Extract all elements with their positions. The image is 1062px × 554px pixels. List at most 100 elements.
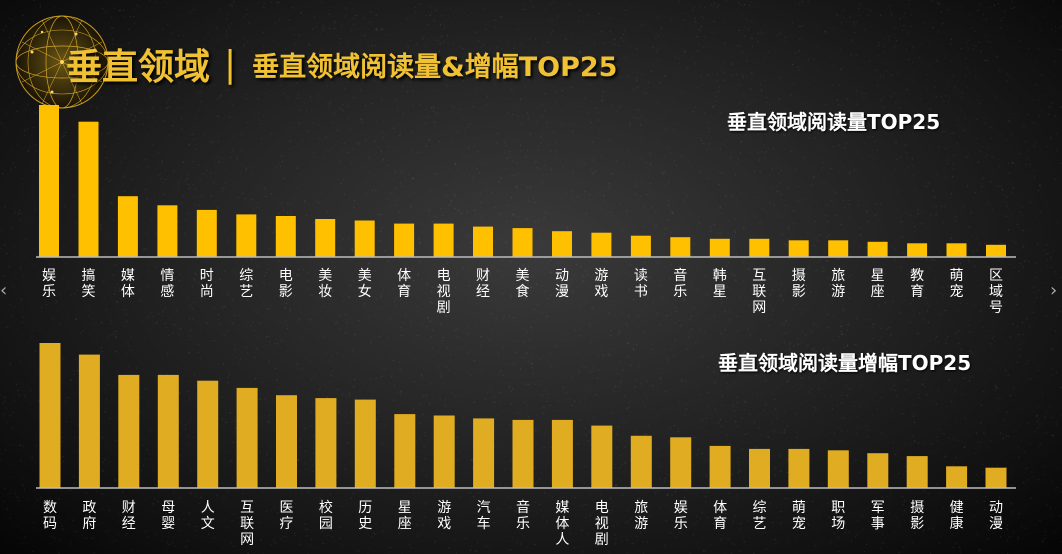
tick-label-情感: 情感 [160, 268, 174, 300]
tick-label-职场: 职场 [831, 500, 845, 532]
chevron-left-icon[interactable]: ‹ [0, 280, 8, 301]
tick-label-体育: 体育 [397, 268, 411, 300]
bar-互联网 [236, 387, 258, 488]
bar-星座 [394, 414, 416, 489]
bar-美女 [354, 220, 375, 257]
tick-label-娱乐: 娱乐 [42, 268, 56, 300]
bar-读书 [630, 235, 651, 257]
bar-综艺 [749, 448, 770, 489]
tick-label-综艺: 综艺 [239, 268, 253, 300]
tick-label-校园: 校园 [319, 499, 333, 532]
tick-label-娱乐: 娱乐 [674, 500, 688, 532]
bar-财经 [473, 226, 493, 257]
bar-汽车 [473, 418, 495, 488]
bar-游戏 [591, 232, 612, 257]
bar-娱乐 [39, 105, 59, 257]
title-separator: | [224, 43, 237, 85]
bar-韩星 [709, 238, 730, 257]
bar-媒体 [117, 196, 138, 257]
tick-label-体育: 体育 [713, 500, 727, 532]
bar-旅游 [630, 435, 652, 488]
bar-职场 [827, 450, 849, 488]
tick-label-读书: 读书 [634, 267, 648, 300]
bar-摄影 [906, 456, 928, 488]
tick-label-时尚: 时尚 [200, 268, 214, 300]
bar-美食 [512, 228, 533, 257]
bar-人文 [197, 380, 219, 488]
bar-萌宠 [946, 243, 967, 257]
tick-label-综艺: 综艺 [753, 500, 767, 532]
tick-label-教育: 教育 [910, 268, 924, 300]
tick-label-政府: 政府 [82, 500, 96, 532]
tick-label-媒体人: 媒体人 [555, 500, 569, 548]
bar-政府 [78, 354, 100, 488]
tick-label-动漫: 动漫 [555, 268, 569, 300]
bar-旅游 [828, 240, 849, 257]
bar-电视剧 [433, 223, 454, 257]
tick-label-旅游: 旅游 [831, 268, 845, 300]
bar-数码 [39, 343, 61, 488]
bar-音乐 [512, 419, 534, 488]
tick-label-美食: 美食 [516, 268, 530, 300]
bar-动漫 [985, 467, 1007, 488]
tick-label-萌宠: 萌宠 [950, 268, 964, 300]
bar-游戏 [433, 415, 455, 488]
bar-健康 [946, 466, 968, 489]
tick-label-美妆: 美妆 [318, 268, 332, 300]
tick-label-萌宠: 萌宠 [792, 500, 806, 532]
tick-label-音乐: 音乐 [673, 267, 687, 300]
tick-label-电视剧: 电视剧 [437, 268, 451, 316]
bar-综艺 [236, 214, 257, 257]
tick-label-美女: 美女 [358, 268, 372, 300]
chevron-right-icon[interactable]: › [1050, 280, 1058, 301]
tick-label-游戏: 游戏 [594, 268, 608, 300]
tick-label-韩星: 韩星 [713, 268, 727, 300]
bar-搞笑 [78, 121, 99, 257]
page-title-main: 垂直领域 [66, 47, 211, 88]
tick-label-搞笑: 搞笑 [82, 268, 96, 300]
tick-label-摄影: 摄影 [910, 500, 924, 532]
bar-区域号 [986, 244, 1006, 257]
bar-财经 [118, 374, 140, 488]
globe-logo-icon [15, 15, 109, 109]
bar-星座 [867, 241, 888, 257]
tick-label-财经: 财经 [476, 268, 490, 300]
bar-体育 [394, 223, 415, 257]
bar-音乐 [670, 237, 691, 257]
bar-军事 [867, 453, 889, 488]
tick-label-汽车: 汽车 [477, 500, 491, 532]
tick-label-音乐: 音乐 [516, 499, 530, 532]
bar-教育 [907, 243, 928, 257]
tick-label-人文: 人文 [201, 500, 215, 532]
tick-label-电视剧: 电视剧 [595, 500, 609, 548]
tick-label-财经: 财经 [122, 500, 136, 532]
tick-label-媒体: 媒体 [121, 268, 135, 300]
tick-label-摄影: 摄影 [792, 268, 806, 300]
tick-label-电影: 电影 [279, 268, 293, 300]
tick-label-星座: 星座 [398, 500, 412, 532]
bar-娱乐 [670, 437, 692, 489]
page-subtitle: 垂直领域阅读量&增幅TOP25 [252, 51, 618, 83]
tick-label-母婴: 母婴 [161, 500, 175, 532]
tick-label-动漫: 动漫 [989, 500, 1003, 532]
bar-校园 [315, 398, 337, 488]
bar-美妆 [315, 219, 336, 257]
bar-历史 [354, 399, 376, 489]
bar-情感 [157, 205, 178, 257]
bar-母婴 [157, 374, 179, 488]
bar-动漫 [552, 231, 572, 257]
bar-电影 [275, 216, 296, 257]
bar-医疗 [276, 395, 297, 488]
tick-label-互联网: 互联网 [240, 500, 254, 548]
tick-label-游戏: 游戏 [437, 500, 451, 532]
bar-体育 [709, 445, 731, 488]
chart-title-growth: 垂直领域阅读量增幅TOP25 [718, 351, 972, 375]
tick-label-互联网: 互联网 [752, 268, 766, 316]
tick-label-旅游: 旅游 [634, 500, 648, 532]
bar-时尚 [196, 209, 217, 257]
tick-label-数码: 数码 [43, 500, 57, 532]
tick-label-历史: 历史 [358, 500, 372, 532]
chart-title-reads: 垂直领域阅读量TOP25 [727, 110, 941, 134]
